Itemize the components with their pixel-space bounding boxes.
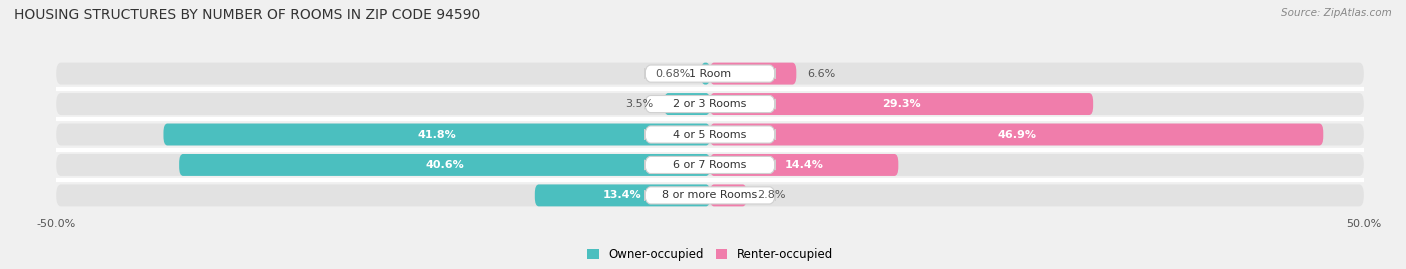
Text: 0.68%: 0.68% — [655, 69, 690, 79]
Text: 1 Room: 1 Room — [689, 69, 731, 79]
Text: 8 or more Rooms: 8 or more Rooms — [662, 190, 758, 200]
Text: 3.5%: 3.5% — [626, 99, 654, 109]
FancyBboxPatch shape — [179, 154, 710, 176]
FancyBboxPatch shape — [163, 123, 710, 146]
FancyBboxPatch shape — [56, 154, 1364, 176]
Text: 2 or 3 Rooms: 2 or 3 Rooms — [673, 99, 747, 109]
FancyBboxPatch shape — [644, 156, 776, 174]
Text: 6 or 7 Rooms: 6 or 7 Rooms — [673, 160, 747, 170]
Text: 40.6%: 40.6% — [425, 160, 464, 170]
Text: Source: ZipAtlas.com: Source: ZipAtlas.com — [1281, 8, 1392, 18]
FancyBboxPatch shape — [56, 185, 1364, 206]
Text: 29.3%: 29.3% — [883, 99, 921, 109]
Text: 13.4%: 13.4% — [603, 190, 641, 200]
Text: 2.8%: 2.8% — [756, 190, 786, 200]
FancyBboxPatch shape — [710, 185, 747, 206]
FancyBboxPatch shape — [702, 63, 710, 84]
Text: 4 or 5 Rooms: 4 or 5 Rooms — [673, 129, 747, 140]
Legend: Owner-occupied, Renter-occupied: Owner-occupied, Renter-occupied — [586, 248, 834, 261]
FancyBboxPatch shape — [56, 123, 1364, 146]
FancyBboxPatch shape — [534, 185, 710, 206]
FancyBboxPatch shape — [710, 93, 1092, 115]
Text: 14.4%: 14.4% — [785, 160, 824, 170]
FancyBboxPatch shape — [664, 93, 710, 115]
FancyBboxPatch shape — [644, 126, 776, 143]
FancyBboxPatch shape — [56, 63, 1364, 84]
FancyBboxPatch shape — [710, 154, 898, 176]
FancyBboxPatch shape — [56, 93, 1364, 115]
Text: 46.9%: 46.9% — [997, 129, 1036, 140]
FancyBboxPatch shape — [644, 187, 776, 204]
Text: HOUSING STRUCTURES BY NUMBER OF ROOMS IN ZIP CODE 94590: HOUSING STRUCTURES BY NUMBER OF ROOMS IN… — [14, 8, 481, 22]
FancyBboxPatch shape — [710, 63, 796, 84]
FancyBboxPatch shape — [710, 123, 1323, 146]
Text: 41.8%: 41.8% — [418, 129, 456, 140]
FancyBboxPatch shape — [644, 95, 776, 113]
Text: 6.6%: 6.6% — [807, 69, 835, 79]
FancyBboxPatch shape — [644, 65, 776, 82]
